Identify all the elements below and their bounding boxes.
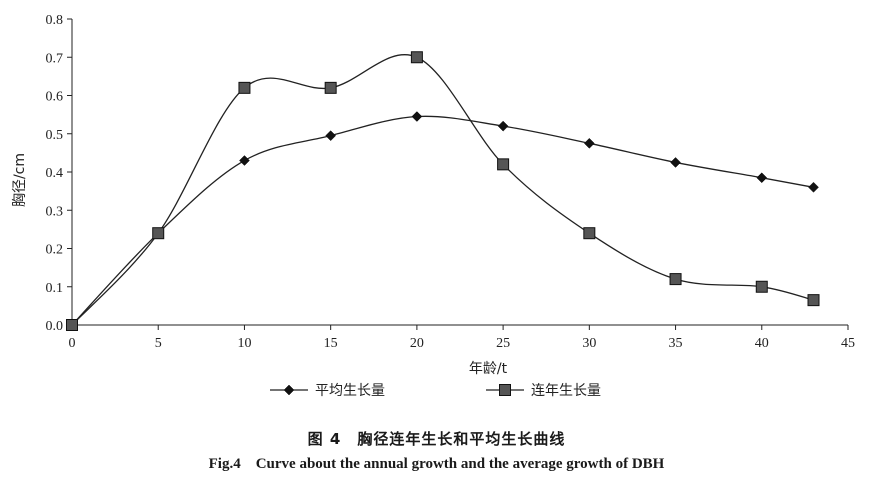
series-line-annual <box>71 54 814 326</box>
y-tick-label: 0.2 <box>46 243 64 258</box>
legend-label-annual: 连年生长量 <box>531 383 601 399</box>
x-tick-label: 40 <box>755 336 769 351</box>
x-axis-label: 年龄/t <box>469 361 508 377</box>
legend-label-average: 平均生长量 <box>315 383 385 399</box>
x-tick-label: 15 <box>324 336 338 351</box>
data-point-average <box>239 155 250 166</box>
data-point-average <box>411 111 423 122</box>
x-tick-label: 45 <box>841 336 855 351</box>
data-point-annual <box>755 280 768 293</box>
legend-marker-annual <box>499 384 511 396</box>
legend-marker-average <box>283 384 295 396</box>
series-layer <box>66 51 820 331</box>
x-tick-label: 20 <box>410 336 424 351</box>
series-line-average <box>71 115 814 326</box>
axes: 0.0 0.1 0.2 0.3 0.4 0.5 0.6 0.7 0.8 0 5 10 15 20 25 30 3… <box>12 13 855 377</box>
y-tick-label: 0.5 <box>46 128 64 143</box>
data-point-average <box>583 137 595 149</box>
data-point-annual <box>66 319 78 331</box>
x-tick-label: 10 <box>237 336 251 351</box>
data-point-average <box>670 157 681 168</box>
x-tick-label: 0 <box>69 336 76 351</box>
data-point-annual <box>807 294 820 307</box>
x-tick-label: 35 <box>669 336 683 351</box>
x-tick-label: 5 <box>155 336 162 351</box>
data-point-average <box>497 120 509 132</box>
figure-caption-chinese: 图 4 胸径连年生长和平均生长曲线 <box>307 430 566 448</box>
data-point-annual <box>583 227 596 240</box>
data-point-annual <box>497 158 510 171</box>
x-tick-label: 30 <box>582 336 596 351</box>
figure-caption-english: Fig.4 Curve about the annual growth and … <box>208 456 665 472</box>
y-tick-label: 0.1 <box>46 281 64 296</box>
y-tick-label: 0.8 <box>46 13 64 28</box>
data-point-annual <box>669 273 682 286</box>
data-point-annual <box>410 51 423 64</box>
y-tick-label: 0.0 <box>46 319 64 334</box>
y-tick-label: 0.7 <box>46 51 64 66</box>
y-tick-label: 0.4 <box>46 166 64 181</box>
legend: 平均生长量 连年生长量 <box>270 383 601 399</box>
data-point-average <box>756 172 768 184</box>
y-tick-label: 0.3 <box>46 204 64 219</box>
data-point-annual <box>324 81 337 94</box>
data-point-average <box>808 181 819 193</box>
y-axis-label: 胸径/cm <box>12 153 28 207</box>
y-tick-label: 0.6 <box>46 90 64 105</box>
data-point-average <box>325 130 337 142</box>
data-point-annual <box>238 81 251 94</box>
x-tick-label: 25 <box>496 336 510 351</box>
data-point-annual <box>152 227 165 240</box>
